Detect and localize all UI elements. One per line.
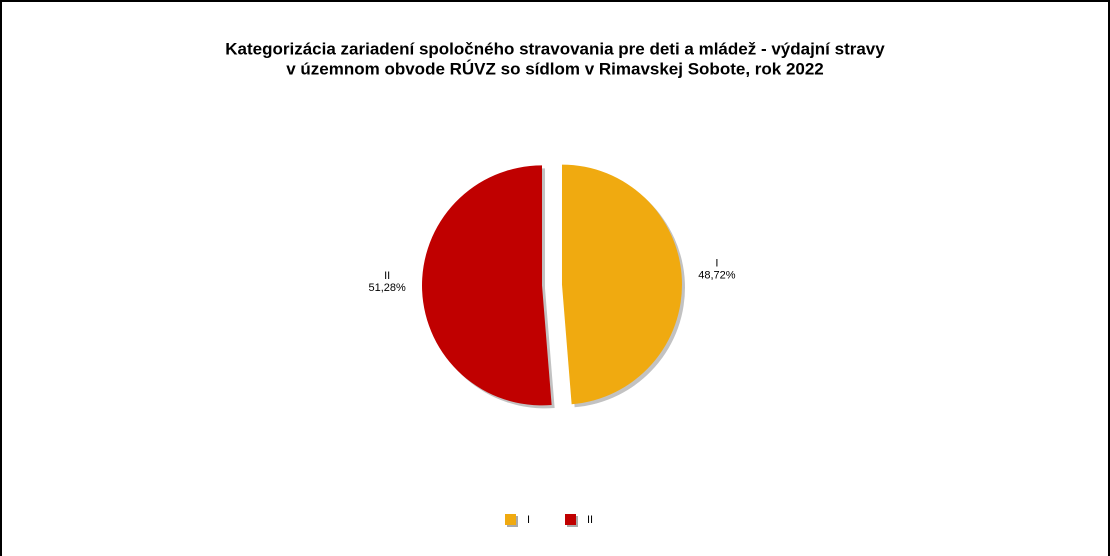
legend-label: II xyxy=(587,514,593,526)
legend-swatch xyxy=(505,514,516,525)
slice-value-label: 48,72% xyxy=(698,270,736,282)
chart-title: v územnom obvode RÚVZ so sídlom v Rimavs… xyxy=(286,59,824,78)
slice-label: I xyxy=(715,258,718,270)
slice-value-label: 51,28% xyxy=(368,282,406,294)
legend-swatch xyxy=(565,514,576,525)
legend-label: I xyxy=(527,514,530,526)
slice xyxy=(561,164,682,405)
slice-label: II xyxy=(384,270,390,282)
chart-title: Kategorizácia zariadení spoločného strav… xyxy=(225,39,885,58)
slice xyxy=(422,165,552,406)
